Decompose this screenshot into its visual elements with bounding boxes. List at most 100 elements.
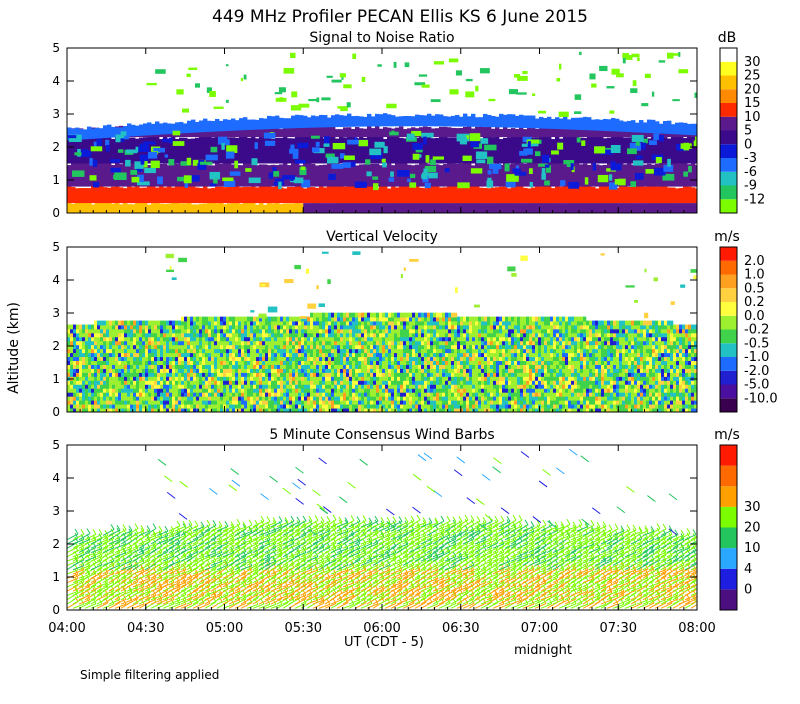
colorbar-swatch <box>720 466 737 487</box>
y-tick-label: 5 <box>52 438 60 452</box>
colorbar-label: 20 <box>744 521 761 536</box>
y-tick-label: 1 <box>52 570 60 584</box>
panel-title-snr: Signal to Noise Ratio <box>309 30 454 46</box>
y-tick-label: 0 <box>52 603 60 617</box>
x-tick-label: 04:00 <box>48 621 85 636</box>
colorbar-label: -6 <box>744 165 757 180</box>
colorbar-label: 0.2 <box>744 295 765 310</box>
colorbar-label: -2.0 <box>744 364 769 379</box>
unit-wind: m/s <box>714 427 740 443</box>
colorbar-swatch <box>720 103 737 117</box>
x-tick-label: 08:00 <box>678 621 715 636</box>
colorbar-swatch <box>720 569 737 590</box>
colorbar-label: -10.0 <box>744 391 778 406</box>
colorbar-swatch <box>720 385 737 399</box>
colorbar-swatch <box>720 261 737 275</box>
y-tick-label: 1 <box>52 372 60 386</box>
colorbar-label: 0 <box>744 137 752 152</box>
y-tick-label: 2 <box>52 339 60 353</box>
colorbar-swatch <box>720 172 737 186</box>
colorbar-label: 0.5 <box>744 281 765 296</box>
colorbar-label: -5.0 <box>744 378 769 393</box>
y-tick-label: 2 <box>52 140 60 154</box>
colorbar-label: 10 <box>744 110 761 125</box>
velocity-field <box>67 251 705 412</box>
colorbar-swatch <box>720 507 737 528</box>
colorbar-label: -0.2 <box>744 323 769 338</box>
colorbar-swatch <box>720 302 737 316</box>
colorbar-swatch <box>720 371 737 385</box>
y-tick-label: 2 <box>52 537 60 551</box>
x-axis-note: midnight <box>514 643 572 658</box>
colorbar-label: -1.0 <box>744 350 769 365</box>
unit-velocity: m/s <box>714 229 740 245</box>
colorbar-label: -3 <box>744 151 757 166</box>
colorbar-label: 1.0 <box>744 268 765 283</box>
y-tick-label: 5 <box>52 41 60 55</box>
colorbar-swatch <box>720 528 737 549</box>
y-tick-label: 4 <box>52 471 60 485</box>
colorbar-swatch <box>720 288 737 302</box>
colorbar-swatch <box>720 316 737 330</box>
colorbar-label: 30 <box>744 500 761 515</box>
colorbar-swatch <box>720 275 737 289</box>
colorbar-swatch <box>720 48 737 62</box>
colorbar-swatch <box>720 186 737 200</box>
x-tick-label: 04:30 <box>127 621 164 636</box>
colorbar-label: 0.0 <box>744 309 765 324</box>
y-tick-label: 3 <box>52 504 60 518</box>
y-tick-label: 1 <box>52 173 60 187</box>
y-axis-label: Altitude (km) <box>6 302 22 394</box>
y-tick-label: 4 <box>52 74 60 88</box>
y-tick-label: 0 <box>52 206 60 220</box>
x-tick-label: 05:00 <box>206 621 243 636</box>
colorbar-label: 2.0 <box>744 254 765 269</box>
y-tick-label: 3 <box>52 107 60 121</box>
colorbar-label: -0.5 <box>744 336 769 351</box>
panel-title-velocity: Vertical Velocity <box>326 229 438 245</box>
y-tick-label: 4 <box>52 273 60 287</box>
colorbar-swatch <box>720 62 737 76</box>
colorbar-swatch <box>720 144 737 158</box>
colorbar-label: 15 <box>744 96 761 111</box>
figure-title: 449 MHz Profiler PECAN Ellis KS 6 June 2… <box>212 7 588 27</box>
colorbar-swatch <box>720 158 737 172</box>
colorbar-swatch <box>720 486 737 507</box>
colorbar-label: 0 <box>744 582 752 597</box>
unit-snr: dB <box>718 30 737 46</box>
colorbar-swatch <box>720 445 737 466</box>
colorbar-swatch <box>720 330 737 344</box>
footer-note: Simple filtering applied <box>80 668 219 682</box>
x-axis-label: UT (CDT - 5) <box>344 635 424 650</box>
y-tick-label: 5 <box>52 240 60 254</box>
x-tick-label: 06:30 <box>442 621 479 636</box>
x-tick-label: 07:30 <box>600 621 637 636</box>
colorbar-swatch <box>720 89 737 103</box>
colorbar-swatch <box>720 131 737 145</box>
x-tick-label: 07:00 <box>521 621 558 636</box>
snr-field <box>67 52 704 213</box>
wind-barbs-field <box>67 449 702 608</box>
colorbar-label: 25 <box>744 69 761 84</box>
panel-title-wind: 5 Minute Consensus Wind Barbs <box>269 427 494 443</box>
colorbar-label: 20 <box>744 82 761 97</box>
colorbar-label: 30 <box>744 55 761 70</box>
colorbar-swatch <box>720 357 737 371</box>
colorbar-swatch <box>720 548 737 569</box>
colorbar-swatch <box>720 343 737 357</box>
colorbar-label: -12 <box>744 192 765 207</box>
y-tick-label: 0 <box>52 405 60 419</box>
colorbar-swatch <box>720 117 737 131</box>
colorbar-swatch <box>720 398 737 412</box>
y-tick-label: 3 <box>52 306 60 320</box>
colorbar-label: 4 <box>744 562 752 577</box>
colorbar-label: -9 <box>744 179 757 194</box>
colorbar-swatch <box>720 76 737 90</box>
colorbar-swatch <box>720 589 737 610</box>
colorbar-swatch <box>720 247 737 261</box>
x-tick-label: 06:00 <box>363 621 400 636</box>
colorbar-label: 5 <box>744 124 752 139</box>
colorbar-label: 10 <box>744 541 761 556</box>
